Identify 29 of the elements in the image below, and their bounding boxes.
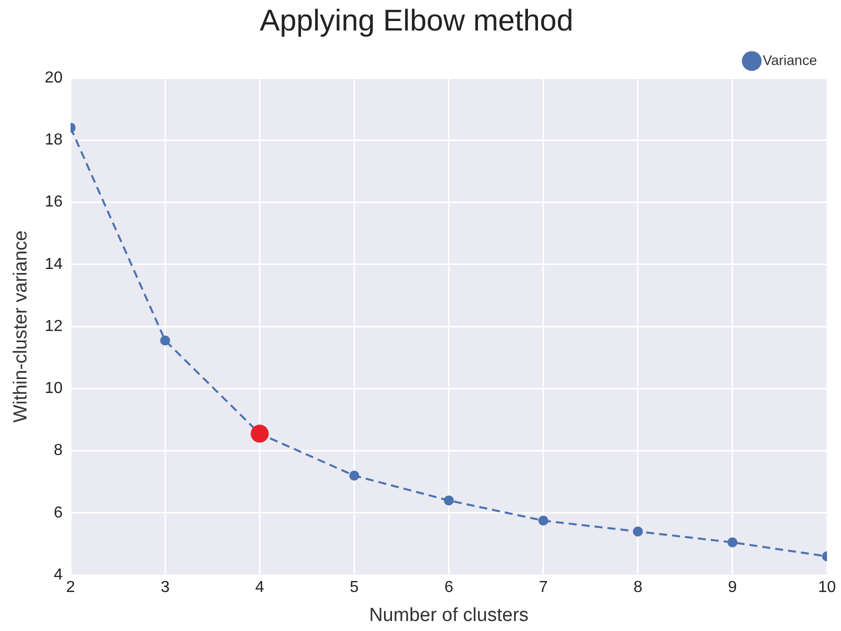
x-tick-label: 3 — [160, 579, 170, 596]
y-tick-label: 14 — [44, 256, 63, 273]
x-tick-label: 7 — [538, 579, 548, 596]
chart-title: Applying Elbow method — [260, 4, 574, 38]
point — [250, 424, 269, 443]
point — [160, 335, 170, 346]
x-tick-label: 9 — [728, 579, 737, 596]
y-axis-title: Within-cluster variance — [10, 230, 32, 423]
x-tick-label: 5 — [350, 579, 359, 596]
point — [632, 526, 643, 537]
point — [349, 470, 360, 481]
x-tick-label: 10 — [818, 579, 836, 596]
y-tick-label: 4 — [54, 566, 63, 584]
y-tick-label: 18 — [44, 132, 63, 149]
point — [538, 516, 548, 526]
x-tick-label: 8 — [633, 579, 642, 596]
y-tick-label: 6 — [54, 504, 63, 522]
y-tick-label: 16 — [44, 194, 63, 211]
y-tick-label: 8 — [54, 442, 63, 460]
y-tick-label: 10 — [44, 380, 63, 398]
legend-label: Variance — [762, 52, 818, 68]
y-tick-label: 12 — [44, 318, 63, 335]
point — [444, 495, 454, 506]
point — [727, 537, 738, 548]
x-tick-label: 4 — [255, 579, 264, 596]
x-tick-label: 2 — [66, 579, 76, 596]
y-tick-label: 20 — [44, 69, 63, 86]
x-tick-label: 6 — [444, 579, 454, 596]
x-axis-title: Number of clusters — [369, 604, 529, 626]
